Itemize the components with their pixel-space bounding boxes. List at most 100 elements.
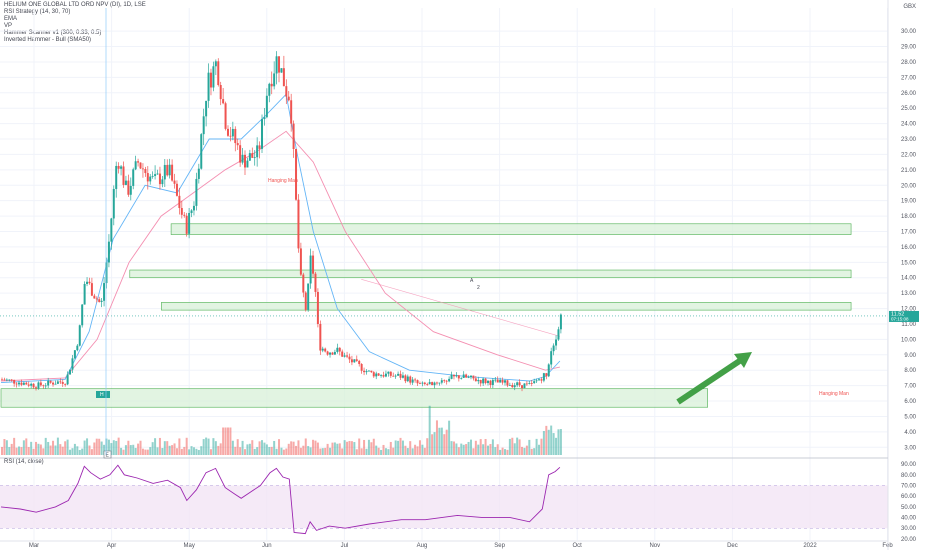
volume-bar	[107, 439, 110, 455]
candle-body	[489, 380, 492, 385]
candle-body	[450, 374, 453, 379]
volume-bar	[467, 441, 470, 455]
hammer-marker-badge	[96, 391, 110, 398]
volume-bar	[185, 437, 188, 455]
volume-bar	[521, 446, 524, 455]
candle-body	[477, 380, 480, 382]
candle-body	[78, 325, 81, 346]
candle-body	[149, 176, 152, 182]
volume-bar	[525, 445, 528, 455]
volume-bar	[56, 437, 59, 455]
volume-bar	[435, 420, 438, 455]
price-tick-label: 20.00	[901, 183, 917, 189]
volume-bar	[511, 437, 514, 455]
candle-body	[137, 161, 140, 163]
candle-body	[278, 56, 281, 73]
volume-bar	[538, 444, 541, 455]
rsi-line	[0, 464, 561, 535]
candle-body	[5, 379, 8, 381]
volume-bar	[49, 445, 52, 455]
volume-bar	[95, 438, 98, 455]
volume-bar	[200, 446, 203, 455]
candle-body	[469, 375, 472, 378]
volume-bar	[423, 447, 426, 455]
time-tick-label: Aug	[417, 543, 428, 549]
price-tick-label: 19.00	[901, 199, 917, 205]
volume-bars	[1, 405, 562, 455]
price-tick-label: 14.00	[901, 276, 917, 282]
price-tick-label: 21.00	[901, 168, 917, 174]
candle-body	[219, 85, 222, 100]
volume-bar	[47, 441, 50, 455]
volume-bar	[273, 440, 276, 455]
candle-body	[372, 372, 375, 377]
candle-body	[394, 375, 397, 377]
candle-body	[180, 208, 183, 215]
candle-body	[178, 195, 181, 209]
price-tick-label: 9.00	[904, 353, 916, 359]
candle-body	[499, 379, 502, 383]
volume-bar	[513, 443, 516, 455]
volume-bar	[353, 442, 356, 455]
candle-body	[251, 153, 254, 158]
candle-body	[95, 298, 98, 300]
candle-body	[307, 283, 310, 310]
volume-bar	[226, 427, 229, 455]
candle-body	[175, 183, 178, 196]
candle-body	[246, 160, 249, 168]
candle-body	[190, 210, 193, 214]
candle-body	[523, 383, 526, 389]
volume-bar	[173, 443, 176, 455]
volume-bar	[302, 445, 305, 455]
volume-bar	[231, 440, 234, 455]
time-tick-label: Jul	[341, 543, 349, 549]
volume-bar	[52, 440, 55, 455]
candle-body	[399, 373, 402, 378]
indicator-label[interactable]: Inverted Hammer - Bull (SMA50)	[4, 37, 92, 43]
candle-body	[341, 351, 344, 357]
volume-bar	[324, 447, 327, 455]
indicator-label[interactable]: EMA	[4, 16, 18, 22]
volume-bar	[76, 446, 79, 455]
candle-body	[64, 383, 67, 385]
volume-bar	[178, 438, 181, 455]
price-tick-label: 17.00	[901, 230, 917, 236]
volume-bar	[22, 440, 25, 455]
candle-body	[120, 166, 123, 169]
candle-body	[535, 380, 538, 382]
volume-bar	[358, 438, 361, 455]
candle-body	[30, 383, 33, 386]
volume-bar	[236, 439, 239, 455]
candle-body	[3, 379, 6, 381]
price-tick-label: 24.00	[901, 122, 917, 128]
volume-bar	[404, 445, 407, 455]
volume-bar	[290, 441, 293, 455]
indicator-label[interactable]: VP	[4, 23, 13, 29]
chart-marker-a: A	[470, 278, 474, 284]
volume-bar	[460, 443, 463, 455]
volume-bar	[384, 448, 387, 455]
last-price-badge	[889, 310, 919, 322]
candle-body	[452, 374, 455, 377]
price-tick-label: 30.00	[901, 29, 917, 35]
indicator-label[interactable]: Hammer Scanner v1 (300, 0.33, 0.5)	[4, 30, 102, 36]
candle-body	[435, 382, 438, 384]
candle-body	[115, 165, 118, 189]
volume-bar	[219, 443, 222, 455]
rsi-tick-label: 60.00	[901, 494, 917, 500]
indicator-label[interactable]: RSI Strategy (14, 30, 70)	[4, 9, 71, 15]
volume-bar	[443, 434, 446, 455]
candle-body	[324, 348, 327, 352]
volume-bar	[312, 439, 315, 455]
candle-body	[141, 168, 144, 170]
candle-body	[460, 377, 463, 379]
candle-body	[103, 283, 106, 301]
candle-body	[239, 145, 242, 163]
candle-body	[192, 205, 195, 211]
volume-bar	[100, 441, 103, 455]
volume-bar	[117, 437, 120, 455]
time-tick-label: Jun	[262, 543, 272, 549]
volume-bar	[90, 449, 93, 455]
candle-body	[59, 381, 62, 383]
